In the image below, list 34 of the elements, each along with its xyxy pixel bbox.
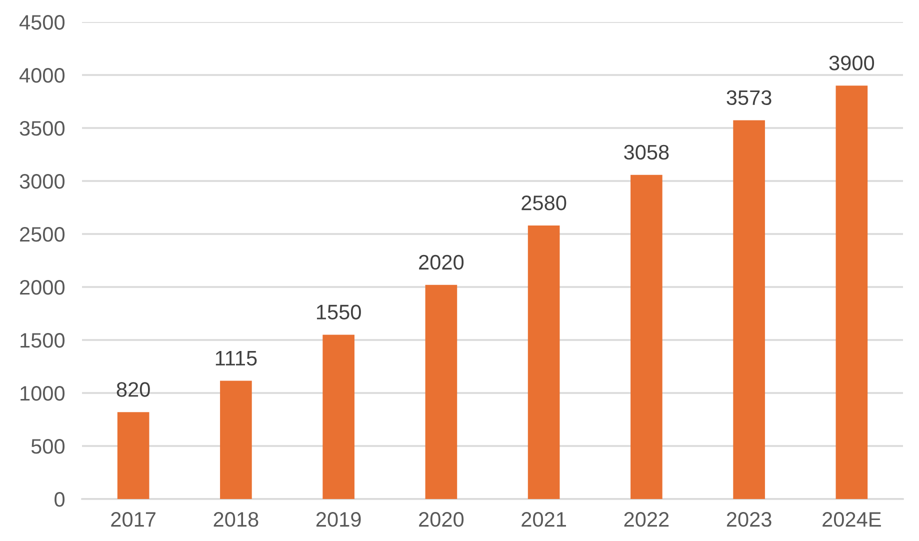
y-tick-label: 500 xyxy=(31,439,65,454)
y-tick-label: 4000 xyxy=(19,68,65,83)
x-tick-label: 2017 xyxy=(111,512,156,527)
bar xyxy=(425,284,458,499)
data-label: 1115 xyxy=(216,351,257,366)
bar xyxy=(322,334,354,499)
y-tick-label: 3500 xyxy=(20,121,65,136)
y-tick-label: 1500 xyxy=(20,333,65,348)
data-label: 3900 xyxy=(829,56,874,70)
y-tick-label: 2000 xyxy=(20,280,65,295)
x-tick-label: 2018 xyxy=(214,512,258,527)
bar xyxy=(528,226,560,499)
y-tick-label: 0 xyxy=(54,492,65,507)
x-tick-label: 2019 xyxy=(316,512,361,527)
x-tick-label: 2022 xyxy=(624,512,669,527)
x-tick-label: 2023 xyxy=(726,512,772,527)
data-label: 3573 xyxy=(726,90,772,106)
bar xyxy=(733,120,765,499)
x-tick-label: 2021 xyxy=(522,512,566,527)
bar xyxy=(836,86,868,499)
x-tick-label: 2024E xyxy=(822,512,881,527)
bar xyxy=(630,174,662,499)
data-label: 820 xyxy=(116,382,150,397)
data-label: 3058 xyxy=(624,144,669,160)
bar xyxy=(220,380,252,499)
data-label: 1550 xyxy=(316,304,361,320)
y-tick-label: 4500 xyxy=(19,15,65,30)
data-label: 2580 xyxy=(522,196,566,210)
data-label: 2020 xyxy=(419,254,464,270)
bar xyxy=(117,412,150,499)
y-tick-label: 2500 xyxy=(20,227,65,242)
x-tick-label: 2020 xyxy=(419,512,464,527)
y-tick-label: 1000 xyxy=(20,386,65,401)
y-tick-label: 3000 xyxy=(20,174,65,189)
